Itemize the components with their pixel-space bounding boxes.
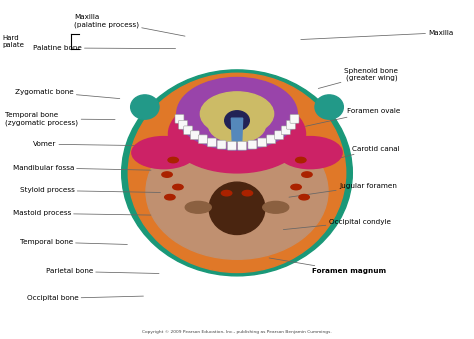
- Ellipse shape: [173, 184, 183, 190]
- Ellipse shape: [162, 172, 172, 177]
- FancyBboxPatch shape: [198, 135, 207, 144]
- Text: Palatine bone: Palatine bone: [33, 45, 175, 51]
- Text: Mandibular fossa: Mandibular fossa: [12, 165, 151, 171]
- Ellipse shape: [168, 95, 306, 173]
- Text: Foramen magnum: Foramen magnum: [269, 258, 386, 275]
- FancyBboxPatch shape: [191, 131, 200, 140]
- Ellipse shape: [221, 191, 232, 196]
- Ellipse shape: [278, 137, 342, 169]
- FancyBboxPatch shape: [228, 141, 237, 150]
- Ellipse shape: [132, 137, 196, 169]
- Ellipse shape: [122, 70, 352, 276]
- FancyBboxPatch shape: [248, 140, 257, 149]
- FancyBboxPatch shape: [290, 115, 299, 123]
- Ellipse shape: [296, 157, 306, 163]
- Text: Copyright © 2009 Pearson Education, Inc., publishing as Pearson Benjamin Cumming: Copyright © 2009 Pearson Education, Inc.…: [142, 330, 332, 334]
- Text: Maxilla
(palatine process): Maxilla (palatine process): [74, 14, 185, 36]
- Ellipse shape: [131, 95, 159, 119]
- FancyBboxPatch shape: [258, 138, 267, 147]
- Text: Temporal bone
(zygomatic process): Temporal bone (zygomatic process): [5, 112, 115, 126]
- Text: Sphenoid bone
(greater wing): Sphenoid bone (greater wing): [318, 67, 398, 88]
- Text: Styloid process: Styloid process: [19, 187, 160, 194]
- Text: Jugular foramen: Jugular foramen: [289, 183, 397, 197]
- Ellipse shape: [315, 95, 343, 119]
- Ellipse shape: [177, 78, 297, 150]
- FancyBboxPatch shape: [281, 126, 290, 135]
- Text: Occipital condyle: Occipital condyle: [283, 219, 391, 230]
- Ellipse shape: [185, 201, 211, 213]
- Ellipse shape: [209, 109, 265, 142]
- FancyBboxPatch shape: [237, 141, 246, 150]
- Text: Occipital bone: Occipital bone: [27, 296, 144, 301]
- Text: Vomer: Vomer: [33, 141, 206, 147]
- FancyBboxPatch shape: [217, 140, 226, 149]
- Text: Zygomatic bone: Zygomatic bone: [15, 89, 120, 99]
- Ellipse shape: [291, 184, 301, 190]
- Ellipse shape: [209, 182, 265, 235]
- Text: Maxilla: Maxilla: [301, 30, 454, 40]
- Text: Hard
palate: Hard palate: [2, 35, 24, 48]
- FancyBboxPatch shape: [207, 138, 216, 147]
- FancyBboxPatch shape: [274, 131, 283, 140]
- Ellipse shape: [242, 191, 253, 196]
- Ellipse shape: [164, 195, 175, 200]
- FancyBboxPatch shape: [175, 115, 184, 123]
- Ellipse shape: [146, 124, 328, 259]
- Ellipse shape: [263, 201, 289, 213]
- Ellipse shape: [302, 172, 312, 177]
- Text: Temporal bone: Temporal bone: [19, 239, 128, 245]
- Text: Mastoid process: Mastoid process: [12, 211, 151, 216]
- Text: Foramen ovale: Foramen ovale: [306, 108, 400, 126]
- FancyBboxPatch shape: [184, 126, 193, 135]
- Ellipse shape: [201, 92, 273, 136]
- FancyBboxPatch shape: [179, 120, 188, 129]
- Polygon shape: [231, 118, 243, 142]
- Text: Parietal bone: Parietal bone: [46, 268, 159, 275]
- Ellipse shape: [299, 195, 310, 200]
- FancyBboxPatch shape: [267, 135, 276, 144]
- Ellipse shape: [225, 111, 249, 130]
- Ellipse shape: [128, 73, 346, 273]
- Text: Carotid canal: Carotid canal: [302, 145, 400, 168]
- FancyBboxPatch shape: [286, 120, 295, 129]
- Ellipse shape: [168, 157, 178, 163]
